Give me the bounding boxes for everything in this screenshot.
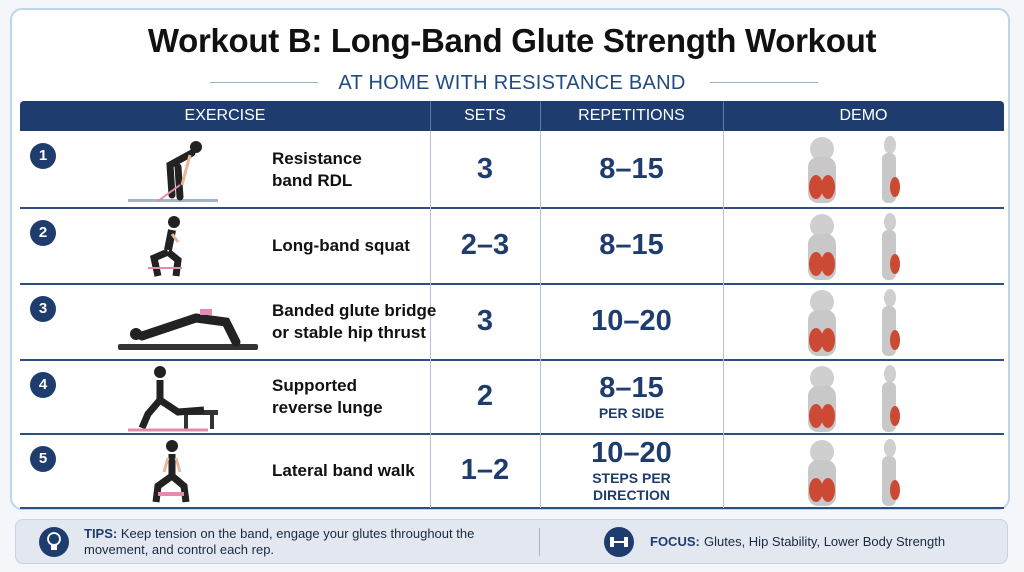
column-header: REPETITIONS	[578, 107, 685, 124]
column-divider	[540, 284, 541, 360]
muscle-diagram	[808, 213, 900, 280]
divider	[539, 528, 540, 556]
tips-icon	[39, 527, 69, 557]
sets: 2	[476, 380, 494, 412]
exercise-name: reverse lunge	[272, 398, 383, 417]
column-divider	[430, 284, 431, 360]
rule	[210, 82, 318, 83]
row-number: 3	[30, 296, 56, 322]
exercise-image	[128, 141, 218, 202]
reps: 8–15	[599, 229, 664, 261]
muscle-diagram	[808, 365, 900, 432]
header-divider	[430, 101, 431, 131]
row-divider	[20, 507, 1004, 509]
row-number: 2	[30, 220, 56, 246]
exercise-image	[148, 216, 182, 277]
sets: 2–3	[460, 229, 510, 261]
muscle-diagram	[808, 136, 900, 203]
sets: 3	[476, 305, 494, 337]
reps-note: DIRECTION	[593, 487, 670, 503]
title: Workout B: Long-Band Glute Strength Work…	[147, 22, 877, 59]
column-header: EXERCISE	[184, 107, 266, 124]
exercise-name: Lateral band walk	[272, 461, 415, 480]
column-divider	[723, 360, 724, 434]
tips: TIPS: Keep tension on the band, engage y…	[84, 526, 484, 558]
sets: 3	[476, 152, 494, 185]
muscle-diagram	[808, 439, 900, 506]
column-divider	[540, 208, 541, 284]
column-divider	[430, 434, 431, 508]
sets: 1–2	[460, 454, 510, 486]
column-divider	[723, 284, 724, 360]
reps: 8–15	[599, 371, 664, 404]
exercise-name: Supported	[272, 376, 357, 395]
header-divider	[723, 101, 724, 131]
reps: 10–20	[591, 305, 672, 337]
column-header: DEMO	[839, 107, 888, 124]
focus-text: Glutes, Hip Stability, Lower Body Streng…	[704, 534, 946, 549]
focus-label: FOCUS:	[650, 534, 700, 549]
reps: 10–20	[591, 437, 672, 469]
exercise-image	[152, 440, 190, 503]
column-header: SETS	[464, 107, 506, 124]
tips-label: TIPS:	[84, 526, 118, 541]
exercise-name: Resistance	[272, 148, 362, 168]
exercise-name: band RDL	[272, 170, 353, 190]
column-divider	[540, 131, 541, 208]
table-header	[20, 101, 1004, 131]
column-divider	[430, 208, 431, 284]
exercise-image	[118, 309, 258, 350]
footer	[15, 519, 1008, 564]
focus-icon	[604, 527, 634, 557]
row-divider	[20, 207, 1004, 209]
row-divider	[20, 283, 1004, 285]
reps-note: PER SIDE	[598, 404, 665, 421]
exercise-name: or stable hip thrust	[272, 323, 426, 342]
reps-note: STEPS PER	[592, 470, 671, 486]
reps: 8–15	[599, 152, 664, 185]
rule	[710, 82, 818, 83]
column-divider	[430, 131, 431, 208]
subtitle: AT HOME WITH RESISTANCE BAND	[338, 72, 686, 94]
exercise-name: Banded glute bridge	[272, 301, 437, 320]
row-divider	[20, 359, 1004, 361]
exercise-name: Long-band squat	[272, 236, 410, 255]
column-divider	[540, 434, 541, 508]
row-number: 5	[30, 446, 56, 472]
column-divider	[430, 360, 431, 434]
column-divider	[723, 208, 724, 284]
tips-text: Keep tension on the band, engage your gl…	[84, 526, 475, 557]
muscle-diagram	[808, 289, 900, 356]
column-divider	[723, 434, 724, 508]
column-divider	[723, 131, 724, 208]
row-divider	[20, 433, 1004, 435]
header-divider	[540, 101, 541, 131]
row-number: 4	[30, 372, 56, 398]
row-number: 1	[30, 143, 56, 169]
exercise-image	[128, 366, 218, 432]
column-divider	[540, 360, 541, 434]
